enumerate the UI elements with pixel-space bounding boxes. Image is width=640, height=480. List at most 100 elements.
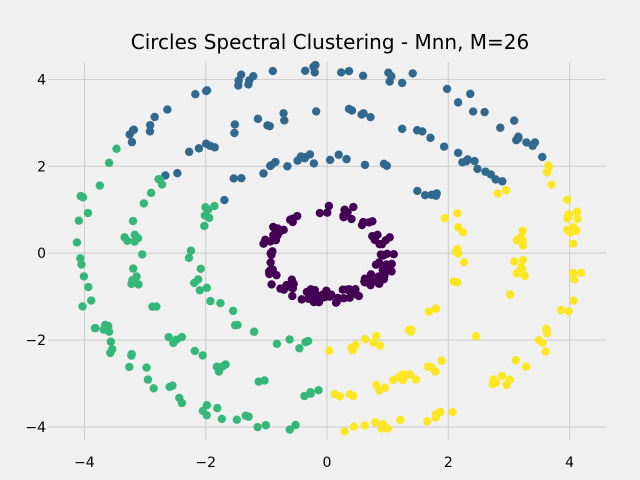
scatter-point <box>163 105 172 114</box>
tick-labels: −4 −2 0 2 4 −4 −2 0 2 4 <box>25 72 574 471</box>
scatter-point <box>297 295 306 304</box>
scatter-point <box>488 379 498 389</box>
scatter-point <box>230 120 240 129</box>
scatter-point <box>128 216 138 226</box>
scatter-point <box>259 169 268 178</box>
scatter-point <box>200 221 209 231</box>
scatter-point <box>369 338 378 347</box>
scatter-point <box>538 152 547 162</box>
scatter-point <box>510 257 519 266</box>
scatter-point <box>344 104 354 114</box>
scatter-point <box>473 164 482 174</box>
scatter-point <box>134 280 143 289</box>
scatter-point <box>423 362 432 371</box>
scatter-point <box>349 202 358 212</box>
scatter-point <box>288 291 297 301</box>
scatter-point <box>142 363 151 372</box>
scatter-point <box>287 283 296 292</box>
scatter-point <box>268 66 278 76</box>
y-tick-label: −2 <box>25 333 46 349</box>
scatter-point <box>505 290 515 299</box>
scatter-point <box>348 287 357 296</box>
scatter-point <box>347 214 356 224</box>
scatter-point <box>368 217 377 226</box>
scatter-point <box>563 195 572 204</box>
scatter-point <box>496 123 505 132</box>
scatter-point <box>195 286 205 295</box>
scatter-point <box>440 213 449 223</box>
scatter-point <box>204 213 214 223</box>
scatter-point <box>420 190 430 200</box>
scatter-point <box>210 201 219 211</box>
scatter-point <box>291 420 300 430</box>
scatter-point <box>196 264 205 274</box>
x-tick-label: 0 <box>323 455 332 471</box>
scatter-point <box>468 107 478 116</box>
scatter-point <box>127 349 136 359</box>
scatter-point <box>259 239 268 248</box>
scatter-point <box>375 240 384 249</box>
scatter-point <box>236 70 246 79</box>
scatter-point <box>345 389 355 399</box>
scatter-point <box>177 398 187 408</box>
scatter-point <box>370 418 380 427</box>
scatter-point <box>191 90 200 99</box>
y-tick-label: 0 <box>37 246 46 262</box>
scatter-point <box>285 335 294 344</box>
scatter-point <box>261 421 271 430</box>
scatter-point <box>408 69 417 78</box>
scatter-point <box>146 188 156 198</box>
scatter-point <box>518 226 527 235</box>
scatter-point <box>253 114 263 124</box>
scatter-point <box>138 250 147 259</box>
scatter-point <box>389 249 398 259</box>
scatter-point <box>424 307 434 316</box>
scatter-point <box>332 297 342 306</box>
y-tick-label: 4 <box>37 72 46 88</box>
scatter-point <box>78 302 87 311</box>
scatter-point <box>230 128 239 138</box>
scatter-point <box>193 275 203 284</box>
scatter-point <box>304 294 313 304</box>
scatter-point <box>366 112 375 122</box>
scatter-point <box>309 159 319 168</box>
scatter-point <box>404 325 414 335</box>
scatter-point <box>145 127 155 136</box>
scatter-point <box>462 157 471 166</box>
scatter-point <box>337 68 346 77</box>
scatter-point <box>79 272 89 281</box>
scatter-point <box>266 161 275 171</box>
scatter-point <box>260 376 269 385</box>
scatter-point <box>74 216 83 225</box>
scatter-point <box>232 415 242 424</box>
scatter-point <box>330 389 339 399</box>
scatter-point <box>279 225 288 235</box>
scatter-point <box>372 331 381 341</box>
scatter-point <box>520 271 529 281</box>
scatter-point <box>300 66 310 75</box>
scatter-point <box>512 135 521 145</box>
data-points <box>72 60 586 436</box>
scatter-point <box>265 269 274 279</box>
scatter-point <box>371 260 381 269</box>
scatter-point <box>285 425 295 434</box>
scatter-point <box>216 298 225 308</box>
scatter-point <box>214 367 224 376</box>
scatter-point <box>213 403 222 413</box>
scatter-point <box>143 375 153 384</box>
scatter-point <box>293 156 302 165</box>
scatter-point <box>311 107 321 116</box>
scatter-point <box>358 71 368 80</box>
scatter-point <box>396 415 405 425</box>
scatter-point <box>511 356 520 365</box>
scatter-point <box>572 226 581 235</box>
scatter-point <box>172 335 181 344</box>
y-tick-label: −4 <box>25 420 46 436</box>
scatter-point <box>76 254 85 263</box>
scatter-point <box>547 180 556 189</box>
scatter-point <box>249 327 259 336</box>
scatter-point <box>104 327 114 336</box>
scatter-point <box>497 371 507 381</box>
scatter-point <box>387 267 396 276</box>
scatter-point <box>452 244 462 254</box>
